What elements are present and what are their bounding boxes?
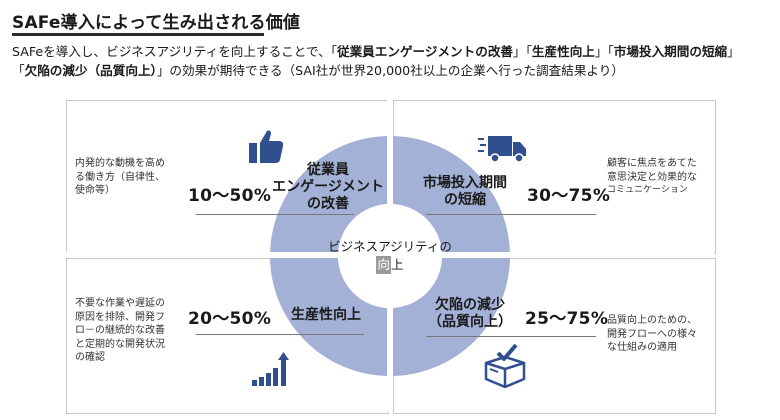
description-line: と定期的な開発状況: [75, 338, 165, 350]
description-line: 原因を排除、開発フ: [75, 311, 165, 323]
checked-box-icon: [482, 343, 528, 393]
engagement-description: 内発的な動機を高め る働き方（自律性、 使命等）: [75, 157, 185, 198]
productivity-range: 20～50%: [188, 309, 272, 329]
engagement-label-line: の改善: [307, 196, 349, 212]
description-line: 品質向上のための、: [607, 315, 697, 326]
intro-line-1: SAFeを導入し、ビジネスアジリティを向上することで、「従業員エンゲージメントの…: [12, 42, 776, 61]
time-to-market-label-line: の短縮: [444, 192, 486, 208]
engagement-label-line: エンゲージメント: [272, 179, 384, 195]
quality-label-line: （品質向上）: [428, 314, 512, 330]
intro-emphasis-time-to-market: 市場投入期間の短縮: [613, 44, 728, 59]
time-to-market-label-line: 市場投入期間: [423, 175, 507, 191]
description-line: ロ－の継続的な改善: [75, 325, 165, 336]
engagement-range: 10～50%: [188, 186, 272, 206]
time-to-market-underline: [426, 214, 596, 215]
intro-text-part: 」: [727, 44, 740, 59]
description-line: 内発的な動機を高め: [75, 158, 165, 169]
intro-emphasis-engagement: 従業員エンゲージメントの改善: [336, 44, 514, 59]
description-line: な仕組みの適用: [607, 342, 677, 353]
intro-emphasis-productivity: 生産性向上: [531, 44, 595, 59]
intro-text-part: 」「: [513, 44, 532, 59]
page-title: SAFe導入によって生み出される価値: [12, 13, 301, 33]
description-line: る働き方（自律性、: [75, 171, 165, 183]
intro-line-2: 「欠陥の減少（品質向上）」の効果が期待できる（SAI社が世界20,000社以上の…: [12, 61, 776, 80]
bar-chart-growth-icon: [250, 350, 292, 392]
productivity-label: 生産性向上: [276, 307, 376, 324]
productivity-label-line: 生産性向上: [291, 307, 361, 323]
center-label-highlight: 向: [376, 256, 391, 274]
intro-emphasis-quality: 欠陥の減少（品質向上）: [24, 63, 157, 78]
quality-description: 品質向上のための、 開発フローへの様々 な仕組みの適用: [607, 314, 712, 355]
description-line: 不要な作業や遅延の: [75, 298, 165, 309]
center-label-line-1: ビジネスアジリティの: [328, 239, 452, 254]
description-line: 意思決定と効果的な: [607, 171, 697, 183]
time-to-market-range: 30～75%: [527, 186, 611, 206]
title-underline: [12, 33, 264, 36]
intro-text-part: SAFeを導入し、ビジネスアジリティを向上することで、「: [12, 44, 337, 59]
engagement-label: 従業員 エンゲージメント の改善: [268, 162, 388, 213]
center-label-suffix: 上: [391, 257, 404, 272]
description-line: 顧客に焦点をあてた: [607, 158, 697, 169]
description-line: 開発フローへの様々: [607, 328, 697, 340]
description-line: の確認: [75, 352, 105, 363]
quality-label: 欠陥の減少 （品質向上）: [415, 297, 525, 331]
time-to-market-description: 顧客に焦点をあてた 意思決定と効果的な コミュニケーション: [607, 157, 712, 198]
thumbs-up-icon: [247, 127, 285, 169]
delivery-truck-icon: [478, 134, 528, 168]
intro-text-part: 」の効果が期待できる（SAI社が世界20,000社以上の企業へ行った調査結果より…: [156, 63, 624, 78]
engagement-label-line: 従業員: [307, 162, 349, 178]
description-line: 使命等）: [75, 185, 115, 196]
intro-text-part: 」「: [594, 44, 614, 59]
time-to-market-label: 市場投入期間 の短縮: [405, 175, 525, 209]
intro-text: SAFeを導入し、ビジネスアジリティを向上することで、「従業員エンゲージメントの…: [12, 42, 776, 80]
productivity-underline: [196, 334, 364, 335]
quality-label-line: 欠陥の減少: [435, 297, 505, 313]
center-label: ビジネスアジリティの 向上: [322, 238, 458, 274]
center-label-line-2: 向上: [322, 256, 458, 274]
description-line: コミュニケーション: [607, 185, 688, 195]
engagement-underline: [196, 214, 354, 215]
quality-underline: [426, 336, 596, 337]
quality-range: 25～75%: [525, 309, 609, 329]
productivity-description: 不要な作業や遅延の 原因を排除、開発フ ロ－の継続的な改善 と定期的な開発状況 …: [75, 297, 185, 365]
intro-text-part: 「: [12, 63, 25, 78]
